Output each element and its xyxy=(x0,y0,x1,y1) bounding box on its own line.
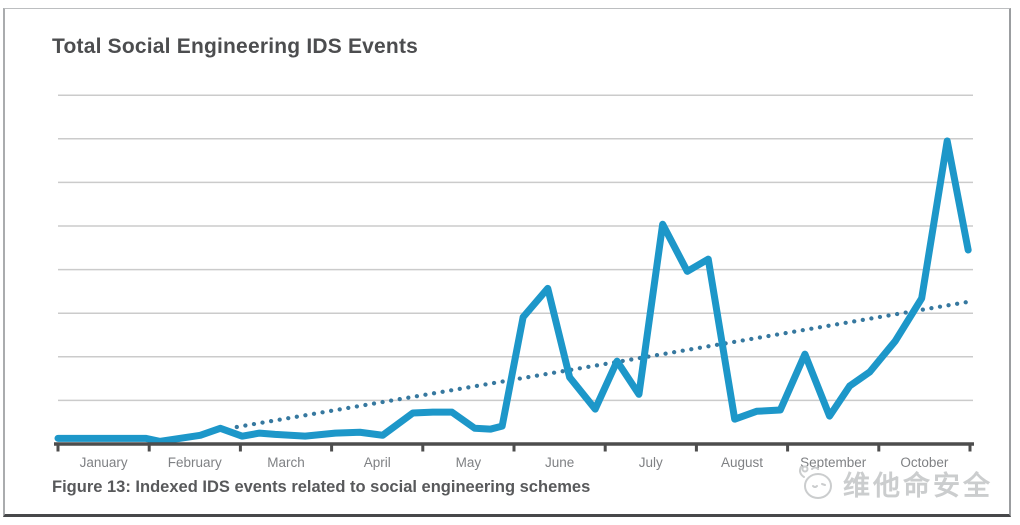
month-label: May xyxy=(456,455,482,470)
trend-line xyxy=(234,299,971,430)
watermark: 维他命安全 xyxy=(794,463,993,503)
month-label: March xyxy=(267,455,305,470)
month-label: January xyxy=(80,455,128,470)
month-label: July xyxy=(639,455,663,470)
figure-frame: Total Social Engineering IDS Events Janu… xyxy=(3,8,1011,517)
watermark-mascot-icon xyxy=(799,465,832,499)
month-label: September xyxy=(800,455,867,470)
month-label: June xyxy=(545,455,574,470)
events-line xyxy=(54,137,972,445)
month-label: October xyxy=(900,455,949,470)
watermark-text: 维他命安全 xyxy=(843,470,993,501)
month-label: February xyxy=(168,455,222,470)
month-label: August xyxy=(721,455,763,470)
figure-caption: Figure 13: Indexed IDS events related to… xyxy=(52,478,591,496)
month-label: April xyxy=(364,455,391,470)
chart-title: Total Social Engineering IDS Events xyxy=(52,35,419,58)
ids-events-line-chart: January February March April May June July Augu… xyxy=(54,94,974,470)
